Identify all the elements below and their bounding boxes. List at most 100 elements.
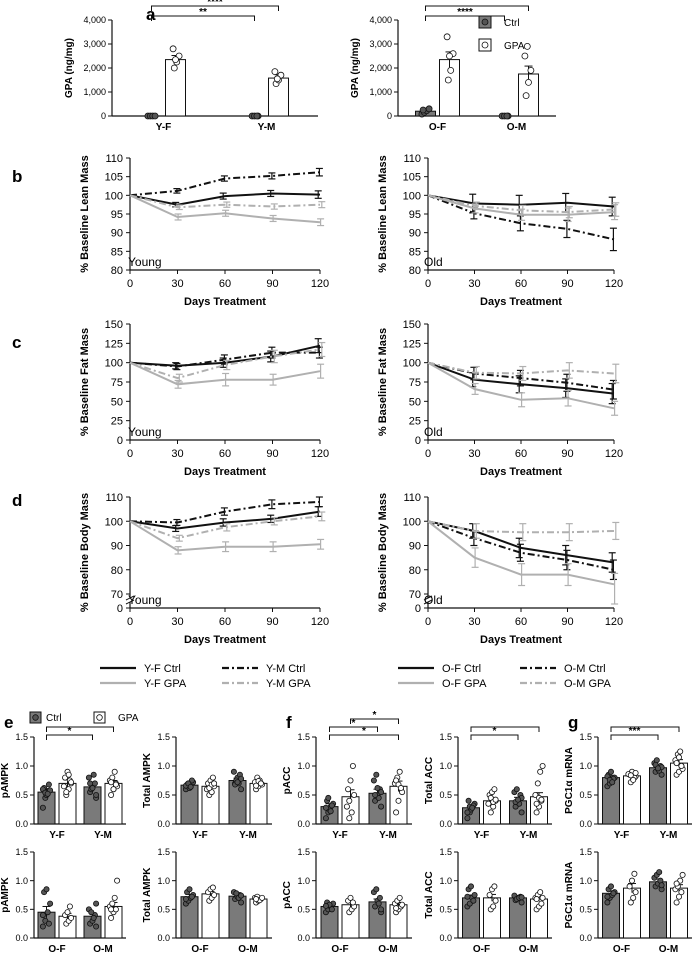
data-point — [347, 777, 354, 784]
series-line-y-m-gpa — [129, 515, 321, 540]
data-point — [347, 894, 354, 901]
category-label: Y-F — [156, 122, 172, 133]
data-point — [425, 105, 433, 113]
x-tick-label: 120 — [311, 616, 329, 628]
significance-bracket — [151, 5, 279, 11]
y-tick-label: 50 — [111, 396, 123, 408]
data-point — [527, 67, 535, 74]
line-chart-b_old: 80 85 90 95 100 105 110 0 30 60 90 120 Days Treatmen… — [377, 153, 623, 308]
data-point — [447, 67, 455, 74]
legend-e-gpa-label: GPA — [118, 713, 139, 724]
x-tick-label: 0 — [127, 278, 133, 290]
data-point — [234, 779, 241, 786]
data-point — [93, 923, 100, 930]
data-point — [169, 45, 177, 53]
legend-gpa-label: GPA — [504, 41, 525, 52]
data-point — [233, 890, 240, 897]
data-point — [68, 779, 75, 786]
data-point — [351, 792, 358, 799]
y-tick-label: 25 — [409, 416, 421, 428]
x-tick-label: 0 — [127, 448, 133, 460]
panel-letter-a: a — [146, 5, 156, 24]
data-point — [604, 893, 611, 900]
y-tick-label: 50 — [409, 396, 421, 408]
data-point — [378, 803, 385, 810]
data-point — [63, 789, 70, 796]
y-axis-label: pAMPK — [0, 762, 11, 798]
data-point — [230, 768, 237, 775]
data-point — [65, 771, 72, 778]
data-point — [678, 889, 685, 896]
data-point — [604, 899, 611, 906]
y-tick-label: 100 — [105, 516, 123, 528]
data-point — [537, 768, 544, 775]
y-tick-label: 95 — [409, 209, 421, 221]
data-point — [64, 909, 71, 916]
data-point — [209, 884, 216, 891]
category-label: O-M — [507, 122, 526, 133]
bar-chart-a2: 0 1,000 2,000 3,000 4,000 GPA (ng/mg) O-F O-M **… — [350, 5, 556, 133]
series-line-o-m-gpa — [427, 194, 615, 214]
data-point — [60, 783, 67, 790]
bar-chart-e_total_young: 0.0 0.5 1.0 1.5 Total AMPK Y-F Y-M — [142, 732, 272, 841]
category-label: Y-M — [660, 830, 678, 841]
data-point — [492, 897, 499, 904]
y-tick-label: 95 — [111, 209, 123, 221]
data-point — [443, 33, 451, 41]
y-axis-label: GPA (ng/mg) — [64, 38, 75, 98]
panel-letter-b: b — [12, 167, 22, 186]
significance-bracket — [46, 734, 93, 740]
y-tick-label: 1.5 — [297, 847, 310, 857]
x-tick-label: 60 — [515, 616, 527, 628]
y-tick-label: 1.0 — [157, 761, 170, 771]
data-point — [373, 886, 380, 893]
series-line-o-m-ctrl — [427, 194, 615, 241]
y-tick-label: 0 — [387, 111, 392, 121]
x-tick-label: 90 — [266, 616, 278, 628]
legend-panel-e: Ctrl GPA — [29, 711, 139, 724]
axis-break-mark — [423, 595, 433, 601]
data-point — [632, 769, 639, 776]
significance-bracket — [46, 726, 114, 732]
legend-ym-gpa-label: Y-M GPA — [266, 678, 311, 690]
data-point — [373, 771, 380, 778]
significance-label: * — [373, 710, 377, 721]
y-tick-label: 0 — [117, 435, 123, 447]
category-label: O-F — [331, 944, 348, 955]
series-line-y-m-ctrl — [129, 351, 320, 368]
y-axis-label: % Baseline Fat Mass — [377, 328, 389, 436]
category-label: O-M — [519, 944, 538, 955]
category-label: Y-M — [239, 830, 257, 841]
data-point — [395, 797, 402, 804]
series-line-y-m-ctrl — [129, 171, 321, 197]
series-line-y-m-ctrl — [129, 500, 321, 524]
y-tick-label: 1.0 — [579, 876, 592, 886]
data-point — [88, 909, 95, 916]
significance-label: **** — [457, 7, 473, 18]
data-point — [513, 786, 520, 793]
data-point — [322, 902, 329, 909]
category-label: O-M — [93, 944, 112, 955]
series-line-o-m-gpa — [427, 520, 615, 534]
y-tick-label: 2,000 — [369, 63, 392, 73]
x-tick-label: 60 — [219, 616, 231, 628]
age-label-old-b: Old — [424, 255, 443, 269]
data-point — [370, 777, 377, 784]
data-point — [627, 899, 634, 906]
data-point — [108, 906, 115, 913]
y-tick-label: 100 — [403, 358, 421, 370]
y-tick-label: 0.5 — [15, 790, 28, 800]
data-point — [631, 870, 638, 877]
data-point — [393, 905, 400, 912]
data-point — [372, 792, 379, 799]
data-point — [678, 763, 685, 770]
y-tick-label: 0.5 — [579, 905, 592, 915]
y-tick-label: 0.0 — [15, 933, 28, 943]
data-point — [522, 92, 530, 99]
data-point — [186, 886, 193, 893]
significance-label: **** — [207, 0, 223, 8]
y-tick-label: 90 — [111, 541, 123, 553]
data-point — [378, 906, 385, 913]
data-point — [44, 790, 51, 797]
